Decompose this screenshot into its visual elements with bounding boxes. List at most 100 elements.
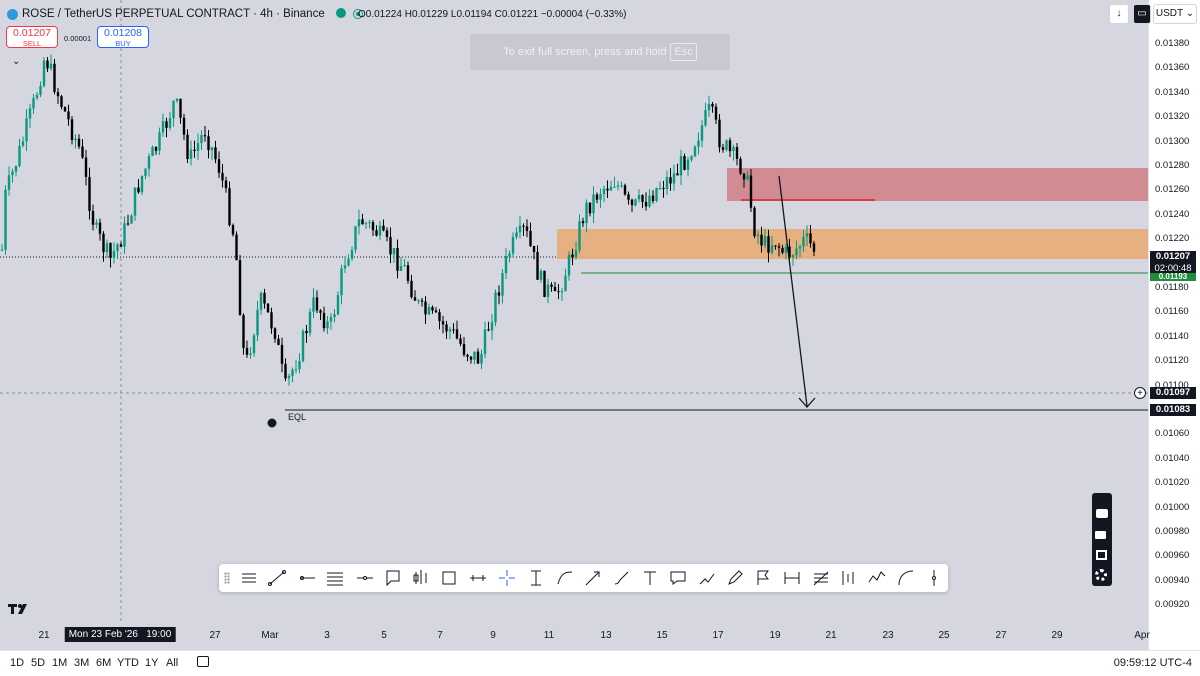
candle-body — [623, 185, 627, 195]
range-button-all[interactable]: All — [166, 657, 179, 669]
esc-key-badge: Esc — [670, 43, 697, 61]
settings-gear-icon[interactable] — [1095, 569, 1107, 581]
candle-body — [784, 246, 788, 253]
candle-body — [529, 230, 532, 247]
tradingview-logo[interactable] — [8, 603, 32, 618]
crosshair-icon[interactable] — [497, 568, 517, 588]
candle-body — [203, 135, 207, 137]
candle-body — [672, 173, 676, 184]
price-tick: 0.01280 — [1155, 160, 1190, 171]
curve-icon[interactable] — [555, 568, 575, 588]
parallel-channel-icon[interactable] — [325, 568, 345, 588]
add-alert-icon[interactable]: + — [1134, 387, 1146, 399]
range-button-5d[interactable]: 5D — [31, 657, 46, 669]
chart-pane[interactable]: ROSE / TetherUS PERPETUAL CONTRACT · 4h … — [0, 0, 1148, 650]
candle-body — [137, 187, 140, 193]
candle-body — [427, 306, 431, 315]
candle-body — [280, 344, 284, 364]
candle-body — [214, 147, 217, 160]
fib-retracement-icon[interactable] — [811, 568, 831, 588]
candle-body — [91, 210, 95, 225]
range-button-1d[interactable]: 1D — [10, 657, 25, 669]
candle-body — [805, 233, 809, 237]
candle-body — [95, 222, 98, 225]
range-button-6m[interactable]: 6M — [96, 657, 112, 669]
floating-action-panel — [1092, 493, 1112, 586]
low-label: L — [450, 9, 457, 20]
candle-body — [490, 322, 494, 331]
pen-icon[interactable] — [725, 568, 745, 588]
text-cursor-icon[interactable] — [526, 568, 546, 588]
candlestick-chart[interactable] — [0, 0, 1148, 650]
clock[interactable]: 09:59:12 UTC-4 — [1113, 657, 1192, 669]
arrow-icon[interactable] — [583, 568, 603, 588]
price-tick: 0.01340 — [1155, 86, 1190, 98]
horizontal-line-icon[interactable] — [355, 568, 375, 588]
candle-body — [287, 375, 291, 379]
chart-layout-icon[interactable]: ▭ — [1133, 4, 1151, 24]
low-value: 0.01194 — [456, 9, 492, 20]
callout-icon[interactable] — [383, 568, 403, 588]
horizontal-ray-icon[interactable] — [297, 568, 317, 588]
candle-body — [655, 188, 658, 202]
date-range-icon[interactable] — [782, 568, 802, 588]
candle-body — [707, 103, 711, 111]
vertical-line-icon[interactable] — [924, 568, 944, 588]
candle-body — [371, 222, 375, 231]
candle-body — [802, 236, 805, 247]
candle-body — [266, 303, 270, 313]
video-icon[interactable] — [1095, 531, 1106, 539]
date-range-picker-icon[interactable] — [197, 656, 209, 667]
camera-icon[interactable] — [1096, 509, 1108, 518]
arc-icon[interactable] — [896, 568, 916, 588]
support-price-tag: 0.01193 — [1150, 273, 1196, 281]
candle-body — [326, 321, 329, 329]
download-arrow-icon[interactable]: ↓ — [1109, 4, 1129, 24]
sell-button[interactable]: 0.01207 SELL — [6, 26, 58, 48]
candle-body — [186, 134, 189, 159]
symbol-title[interactable]: ROSE / TetherUS PERPETUAL CONTRACT · 4h … — [7, 8, 364, 20]
toolbar-drag-handle[interactable] — [224, 572, 230, 584]
market-open-icon — [335, 8, 346, 18]
candle-body — [18, 145, 21, 166]
range-button-ytd[interactable]: YTD — [117, 657, 139, 669]
comment-icon[interactable] — [668, 568, 688, 588]
collapse-chevron-icon[interactable]: ⌄ — [12, 56, 21, 67]
candle-body — [620, 185, 623, 187]
candle-body — [417, 300, 420, 302]
price-tick: 0.01240 — [1155, 208, 1190, 220]
range-button-1m[interactable]: 1M — [52, 657, 68, 669]
flag-icon[interactable] — [753, 568, 773, 588]
candle-body — [207, 136, 210, 151]
candle-body — [711, 103, 714, 107]
buy-button[interactable]: 0.01208 BUY — [97, 26, 149, 48]
date-tick: 19 — [769, 630, 781, 641]
rectangle-icon[interactable] — [439, 568, 459, 588]
candle-body — [263, 292, 266, 304]
change-value: −0.00004 (−0.33%) — [540, 9, 627, 20]
elliott-wave-icon[interactable] — [867, 568, 887, 588]
path-icon[interactable] — [697, 568, 717, 588]
candle-body — [508, 253, 511, 257]
currency-dropdown[interactable]: USDT ⌄ — [1153, 4, 1197, 24]
trend-angle-icon[interactable] — [239, 568, 259, 588]
long-position-icon[interactable] — [411, 568, 431, 588]
price-range-icon[interactable] — [468, 568, 488, 588]
alert-dot-icon — [267, 418, 277, 428]
bars-pattern-icon[interactable] — [839, 568, 859, 588]
brush-icon[interactable] — [612, 568, 632, 588]
price-scale[interactable]: ↓ ▭ USDT ⌄ — [1109, 0, 1200, 650]
text-icon[interactable] — [640, 568, 660, 588]
candle-body — [354, 226, 357, 250]
candle-body — [126, 223, 130, 225]
candle-body — [648, 195, 651, 207]
candle-body — [749, 175, 753, 208]
range-button-3m[interactable]: 3M — [74, 657, 90, 669]
candle-body — [189, 149, 193, 159]
range-button-1y[interactable]: 1Y — [145, 657, 159, 669]
ohlc-values: O0.01224 H0.01229 L0.01194 C0.01221 −0.0… — [358, 9, 626, 20]
candle-body — [683, 156, 686, 170]
candle-body — [235, 234, 238, 261]
trend-line-icon[interactable] — [267, 568, 287, 588]
windows-icon[interactable] — [1096, 550, 1107, 560]
